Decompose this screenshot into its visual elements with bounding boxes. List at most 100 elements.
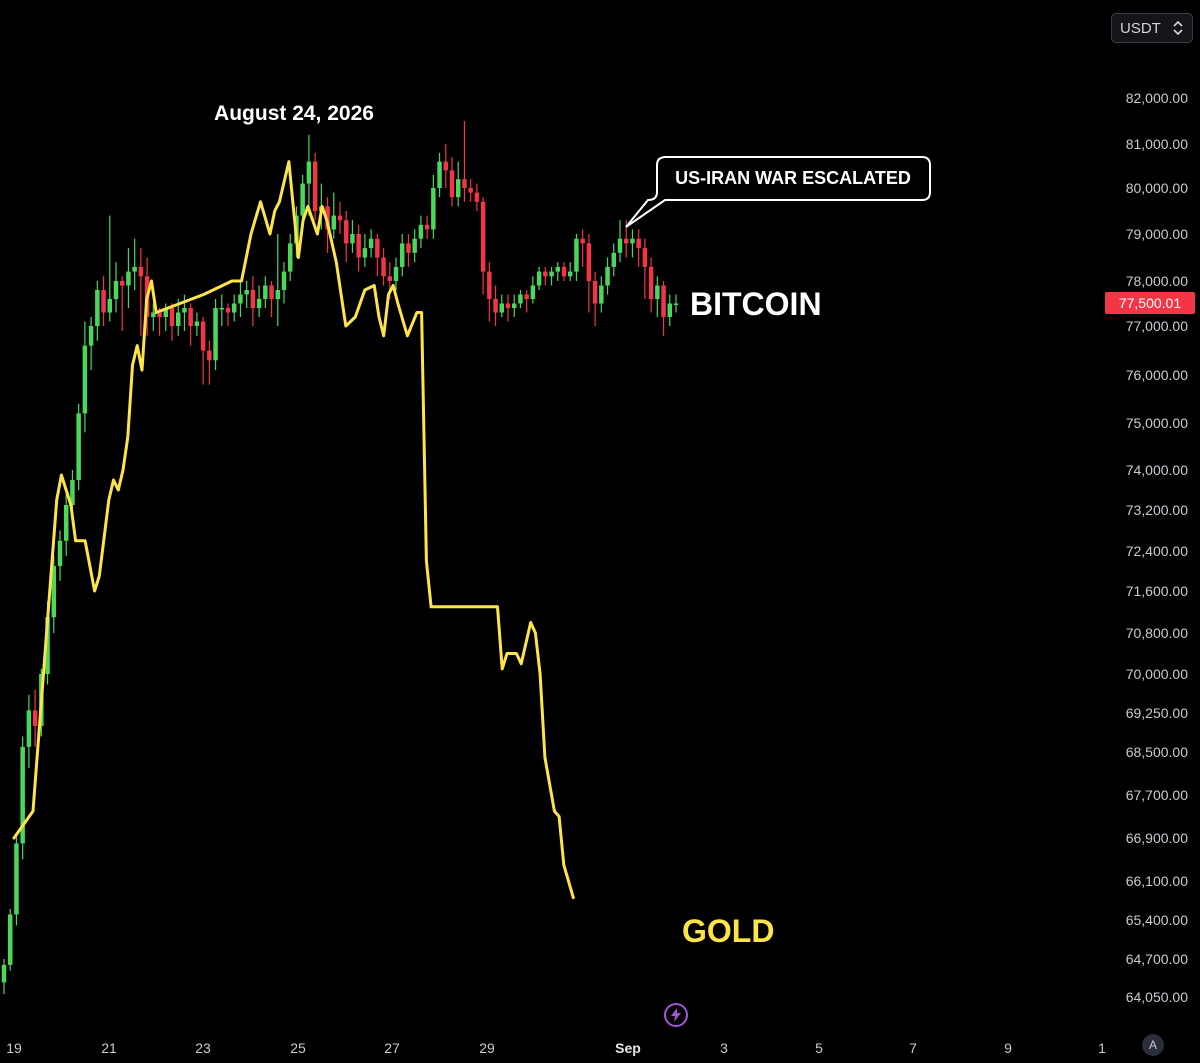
candle-body [599, 285, 604, 304]
candle [611, 243, 617, 277]
candle [437, 152, 442, 198]
candle-body [518, 294, 523, 304]
candle [499, 294, 505, 317]
y-tick-label: 70,800.00 [1126, 625, 1188, 641]
y-tick-label: 71,600.00 [1126, 583, 1188, 599]
candle [393, 257, 399, 290]
bitcoin-candles [1, 121, 679, 995]
currency-select[interactable]: USDT [1111, 13, 1193, 43]
candle [57, 530, 63, 581]
candle-body [356, 234, 361, 258]
lightning-bolt-button[interactable] [664, 1003, 688, 1027]
candle [281, 262, 287, 304]
candle-body [381, 257, 386, 277]
candle [418, 215, 424, 249]
candle-body [636, 238, 641, 249]
candle-body [113, 281, 119, 299]
candle-body [101, 290, 106, 313]
candle [331, 192, 337, 239]
candle-body [126, 271, 131, 286]
y-tick-label: 68,500.00 [1126, 744, 1188, 760]
candle [375, 234, 380, 277]
candle-body [431, 188, 436, 230]
y-tick-label: 70,000.00 [1126, 666, 1188, 682]
candle [76, 403, 81, 490]
y-axis: 82,000.00 81,000.00 80,000.00 79,000.00 78,0… [1126, 90, 1188, 1005]
candle [493, 285, 498, 326]
candle-body [88, 326, 94, 346]
candle-body [287, 243, 293, 272]
x-tick-label: 27 [384, 1040, 400, 1056]
auto-scale-button[interactable]: A [1142, 1034, 1164, 1056]
candle [113, 262, 119, 313]
y-tick-label: 65,400.00 [1126, 912, 1188, 928]
candle [63, 490, 69, 556]
candle-body [586, 243, 592, 281]
y-tick-label: 64,050.00 [1126, 989, 1188, 1005]
event-callout: US-IRAN WAR ESCALATED [625, 156, 931, 228]
y-tick-label: 79,000.00 [1126, 226, 1188, 242]
y-tick-label: 76,000.00 [1126, 367, 1188, 383]
chevron-up-down-icon [1173, 20, 1183, 36]
x-tick-label: 9 [1004, 1040, 1012, 1056]
candle-body [207, 350, 212, 361]
candle [468, 179, 473, 202]
candle [543, 266, 548, 286]
candle [138, 248, 144, 336]
candle [107, 215, 113, 322]
candle-body [362, 248, 368, 258]
y-tick-label: 73,200.00 [1126, 502, 1188, 518]
candle [200, 317, 206, 385]
y-tick-label: 67,700.00 [1126, 787, 1188, 803]
candle [350, 220, 355, 253]
candle-body [343, 220, 349, 244]
y-tick-label: 66,900.00 [1126, 830, 1188, 846]
candle [449, 157, 455, 207]
candle [412, 229, 417, 263]
candle-body [611, 252, 617, 267]
candle-body [76, 413, 81, 480]
candle-body [617, 238, 623, 253]
candle-body [580, 238, 585, 244]
date-annotation: August 24, 2026 [214, 102, 374, 125]
candle-body [375, 238, 380, 258]
candle [642, 238, 648, 299]
candle [580, 229, 585, 267]
candle-body [536, 271, 542, 286]
y-tick-label: 80,000.00 [1126, 180, 1188, 196]
candle-body [163, 308, 169, 317]
candle-body [95, 290, 100, 326]
candle [1, 959, 7, 995]
candle-body [661, 285, 666, 317]
candle-body [63, 505, 69, 541]
candle-body [132, 266, 137, 272]
candle [26, 694, 32, 769]
candle [474, 183, 480, 211]
gold-label: GOLD [682, 913, 774, 949]
candle [636, 229, 641, 267]
candle [337, 201, 343, 234]
candle [119, 276, 125, 331]
candle-body [648, 266, 654, 299]
candle [443, 144, 449, 188]
candle-body [505, 303, 511, 308]
candle [132, 238, 137, 290]
candle-body [368, 238, 374, 249]
candle-body [250, 290, 256, 308]
candle-body [26, 710, 32, 747]
candle [275, 234, 281, 326]
candle-body [561, 266, 567, 277]
y-tick-label: 81,000.00 [1126, 136, 1188, 152]
candle-body [1, 964, 7, 983]
x-tick-label: 3 [720, 1040, 728, 1056]
candle-body [157, 312, 162, 317]
candle [511, 294, 517, 317]
candle [82, 321, 88, 433]
x-tick-label: 29 [479, 1040, 495, 1056]
y-tick-label: 77,000.00 [1126, 318, 1188, 334]
candle-body [474, 192, 480, 202]
candle [406, 234, 411, 267]
candle [381, 248, 386, 286]
candle-body [412, 238, 417, 253]
